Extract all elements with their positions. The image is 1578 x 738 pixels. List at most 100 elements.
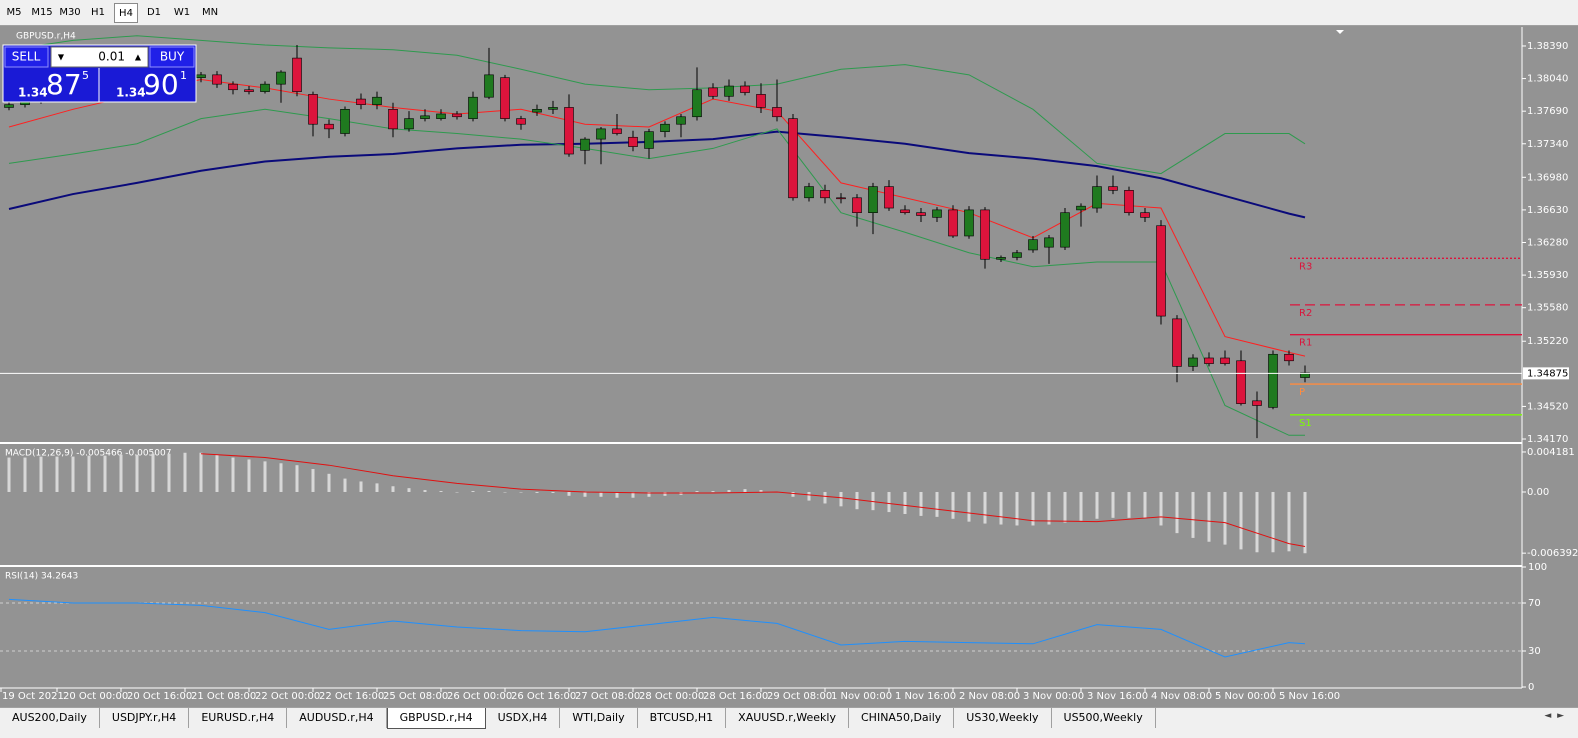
histogram-bar bbox=[263, 461, 267, 492]
histogram-bar bbox=[999, 491, 1003, 525]
candle-body bbox=[276, 71, 286, 85]
chart-tab[interactable]: EURUSD.r,H4 bbox=[189, 708, 288, 728]
histogram-bar bbox=[1143, 491, 1147, 518]
candle-body bbox=[452, 113, 462, 118]
chart-tab[interactable]: AUS200,Daily bbox=[0, 708, 100, 728]
candle-body bbox=[660, 123, 670, 132]
timeframe-button[interactable]: M5 bbox=[6, 6, 22, 18]
candle-body bbox=[260, 83, 270, 92]
lot-up[interactable]: ▲ bbox=[135, 53, 142, 62]
histogram-bar bbox=[279, 463, 283, 492]
candle-body bbox=[1156, 225, 1166, 317]
y-tick-label: 0 bbox=[1528, 682, 1534, 693]
chart-tab[interactable]: BTCUSD,H1 bbox=[638, 708, 727, 728]
y-tick-label: 1.35220 bbox=[1527, 336, 1568, 347]
pivot-label: R2 bbox=[1299, 308, 1312, 319]
x-tick-label: 3 Nov 16:00 bbox=[1087, 691, 1148, 702]
histogram-bar bbox=[103, 455, 107, 492]
histogram-bar bbox=[743, 489, 747, 492]
y-tick-label: 1.38390 bbox=[1527, 41, 1568, 52]
histogram-bar bbox=[1191, 491, 1195, 538]
chart-tab[interactable]: USDJPY.r,H4 bbox=[100, 708, 190, 728]
timeframe-button[interactable]: H1 bbox=[91, 6, 105, 18]
candle-body bbox=[916, 212, 926, 216]
candle-body bbox=[1188, 357, 1198, 367]
histogram-bar bbox=[599, 491, 603, 497]
buy-button[interactable] bbox=[149, 46, 195, 68]
histogram-bar bbox=[727, 490, 731, 492]
histogram-bar bbox=[55, 456, 59, 492]
x-tick-label: 20 Oct 00:00 bbox=[63, 691, 128, 702]
candle-body bbox=[1252, 400, 1262, 406]
pivot-label: S1 bbox=[1299, 418, 1312, 429]
candle-body bbox=[708, 87, 718, 97]
x-tick-label: 29 Oct 08:00 bbox=[767, 691, 832, 702]
chart-tab[interactable]: CHINA50,Daily bbox=[849, 708, 955, 728]
chart-tab[interactable]: USDX,H4 bbox=[486, 708, 561, 728]
candle-body bbox=[4, 104, 14, 108]
timeframe-button[interactable]: H4 bbox=[114, 2, 138, 23]
lot-down[interactable]: ▼ bbox=[58, 53, 65, 62]
chart-tab[interactable]: WTI,Daily bbox=[560, 708, 638, 728]
candle-body bbox=[964, 209, 974, 237]
candle-body bbox=[388, 109, 398, 130]
candle-body bbox=[292, 57, 302, 92]
signal-line bbox=[200, 453, 1306, 548]
y-tick-label: 0.00 bbox=[1527, 487, 1549, 498]
histogram-bar bbox=[359, 481, 363, 492]
y-tick-label: 1.37340 bbox=[1527, 139, 1568, 150]
histogram-bar bbox=[375, 483, 379, 492]
ask-fraction: 1 bbox=[180, 69, 187, 82]
candle-body bbox=[884, 186, 894, 209]
y-tick-label: 1.34520 bbox=[1527, 401, 1568, 412]
y-tick-label: -0.006392 bbox=[1527, 548, 1578, 559]
y-tick-label: 1.34170 bbox=[1527, 434, 1568, 445]
histogram-bar bbox=[1159, 491, 1163, 526]
candle-body bbox=[228, 83, 238, 91]
sell-label[interactable]: SELL bbox=[12, 50, 41, 64]
chart-tab[interactable]: US30,Weekly bbox=[954, 708, 1052, 728]
histogram-bar bbox=[711, 491, 715, 492]
candle-body bbox=[628, 136, 638, 147]
candle-body bbox=[1220, 357, 1230, 364]
histogram-bar bbox=[791, 491, 795, 497]
chart-tab[interactable]: US500,Weekly bbox=[1052, 708, 1156, 728]
histogram-bar bbox=[247, 459, 251, 492]
candle-body bbox=[980, 209, 990, 260]
lot-input[interactable] bbox=[50, 46, 149, 68]
candle-body bbox=[852, 197, 862, 213]
x-tick-label: 28 Oct 16:00 bbox=[703, 691, 768, 702]
histogram-bar bbox=[135, 454, 139, 492]
chart-window: GBPUSD.r,H4 1.38390 1.38040 1.37690 1.37340 1… bbox=[0, 27, 1578, 702]
histogram-bar bbox=[759, 490, 763, 492]
chart-tab[interactable]: XAUUSD.r,Weekly bbox=[726, 708, 849, 728]
bid-pips: 87 bbox=[46, 68, 82, 101]
current-price-label: 1.34875 bbox=[1527, 368, 1568, 379]
timeframe-button[interactable]: MN bbox=[201, 6, 219, 18]
histogram-bar bbox=[423, 490, 427, 492]
candle-body bbox=[1268, 353, 1278, 408]
candle-body bbox=[484, 74, 494, 98]
timeframe-button[interactable]: D1 bbox=[146, 6, 162, 18]
timeframe-button[interactable]: W1 bbox=[173, 6, 191, 18]
x-tick-label: 19 Oct 2021 bbox=[2, 691, 64, 702]
lot-value[interactable]: 0.01 bbox=[98, 50, 125, 64]
timeframe-button[interactable]: M30 bbox=[59, 6, 81, 18]
histogram-bar bbox=[935, 491, 939, 517]
candle-body bbox=[1140, 212, 1150, 218]
sell-button[interactable] bbox=[4, 46, 49, 68]
x-tick-label: 3 Nov 00:00 bbox=[1023, 691, 1084, 702]
chart-tabs: AUS200,Daily USDJPY.r,H4 EURUSD.r,H4 AUDUSD… bbox=[0, 707, 1578, 738]
y-tick-label: 1.35930 bbox=[1527, 270, 1568, 281]
histogram-bar bbox=[7, 457, 11, 492]
histogram-bar bbox=[1255, 491, 1259, 553]
histogram-bar bbox=[1175, 491, 1179, 534]
candle-body bbox=[580, 138, 590, 151]
timeframe-button[interactable]: M15 bbox=[31, 6, 53, 18]
x-tick-label: 4 Nov 08:00 bbox=[1151, 691, 1212, 702]
candle-body bbox=[1060, 212, 1070, 248]
buy-label[interactable]: BUY bbox=[160, 50, 185, 64]
chart-tab[interactable]: GBPUSD.r,H4 bbox=[386, 708, 486, 729]
tab-scroll[interactable]: ◄ ► bbox=[1544, 711, 1564, 721]
chart-tab[interactable]: AUDUSD.r,H4 bbox=[287, 708, 387, 728]
